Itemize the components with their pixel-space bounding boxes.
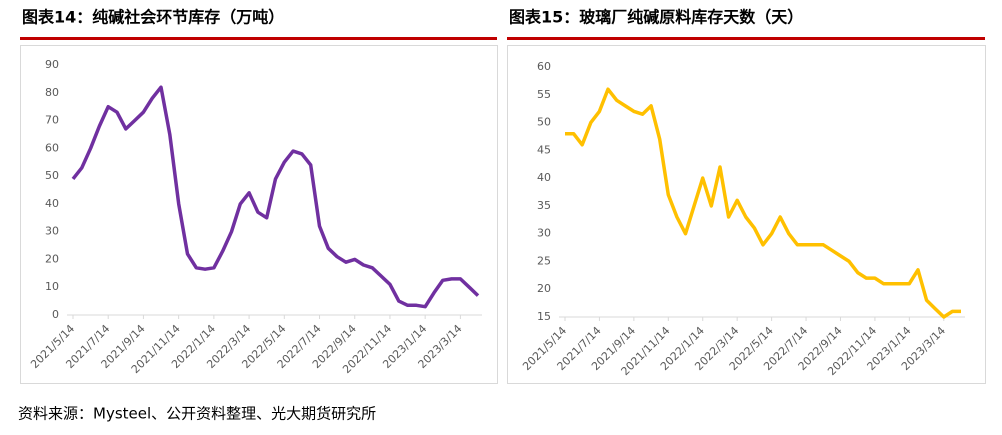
y-tick-label: 50 [537,116,551,129]
source: 资料来源：Mysteel、公开资料整理、光大期货研究所 [18,405,376,423]
y-tick-label: 80 [45,86,59,99]
y-tick-label: 35 [537,199,551,212]
y-tick-label: 45 [537,143,551,156]
y-tick-label: 40 [45,197,59,210]
y-tick-label: 20 [537,282,551,295]
y-tick-label: 30 [537,227,551,240]
series-line [71,85,480,309]
y-tick-label: 90 [45,58,59,71]
chart-title: 图表15：玻璃厂纯碱原料库存天数（天） [509,8,803,27]
y-tick-label: 10 [45,280,59,293]
y-tick-label: 0 [52,308,59,321]
series-line [565,87,961,319]
y-tick-label: 70 [45,114,59,127]
chart-title: 图表14：纯碱社会环节库存（万吨） [22,8,284,27]
y-tick-label: 30 [45,225,59,238]
y-tick-label: 25 [537,254,551,267]
chart-frame [507,45,986,384]
chart-frame [20,45,498,384]
y-tick-label: 60 [537,60,551,73]
y-tick-label: 60 [45,141,59,154]
y-tick-label: 15 [537,310,551,323]
divider [507,37,985,40]
y-tick-label: 40 [537,171,551,184]
divider [20,37,497,40]
y-tick-label: 55 [537,88,551,101]
y-tick-label: 20 [45,252,59,265]
y-tick-label: 50 [45,169,59,182]
